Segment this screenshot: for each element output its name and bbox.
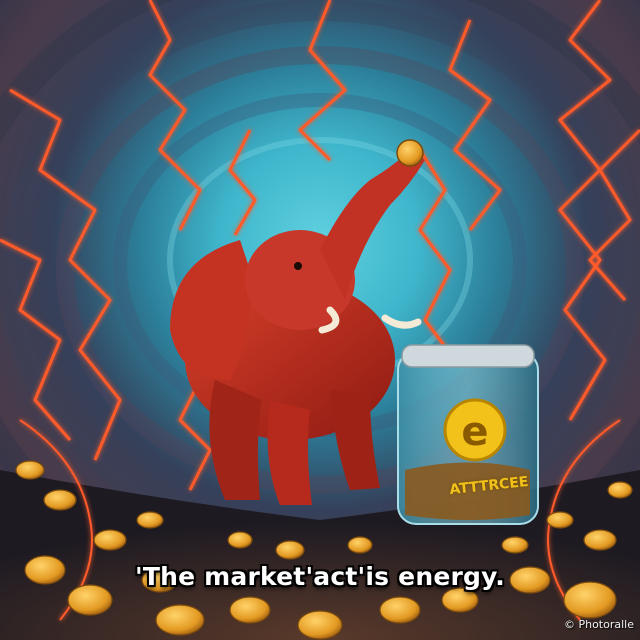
trunk-coin xyxy=(396,139,424,167)
scattered-coins xyxy=(15,460,633,640)
watermark: © Photoralle xyxy=(563,618,634,631)
caption-text: 'The market'act'is energy. xyxy=(134,562,505,591)
coin-jar: e xyxy=(397,344,539,525)
elephant xyxy=(170,150,425,505)
jar-symbol: e xyxy=(461,409,488,455)
